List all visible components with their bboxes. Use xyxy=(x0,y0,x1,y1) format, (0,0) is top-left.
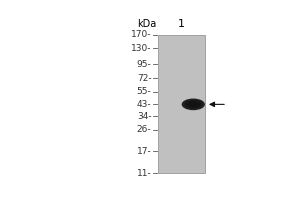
Ellipse shape xyxy=(182,99,205,110)
Text: 26-: 26- xyxy=(137,125,152,134)
Text: 17-: 17- xyxy=(137,147,152,156)
Text: 43-: 43- xyxy=(137,100,152,109)
Bar xyxy=(158,35,205,173)
Ellipse shape xyxy=(190,102,197,106)
Ellipse shape xyxy=(188,101,199,108)
Text: 95-: 95- xyxy=(137,60,152,69)
Text: 170-: 170- xyxy=(131,30,152,39)
Text: 34-: 34- xyxy=(137,112,152,121)
Text: 72-: 72- xyxy=(137,74,152,83)
Text: 130-: 130- xyxy=(131,44,152,53)
Text: 55-: 55- xyxy=(137,87,152,96)
Text: 11-: 11- xyxy=(137,169,152,178)
Text: kDa: kDa xyxy=(137,19,156,29)
Ellipse shape xyxy=(184,100,202,109)
Text: 1: 1 xyxy=(178,19,185,29)
